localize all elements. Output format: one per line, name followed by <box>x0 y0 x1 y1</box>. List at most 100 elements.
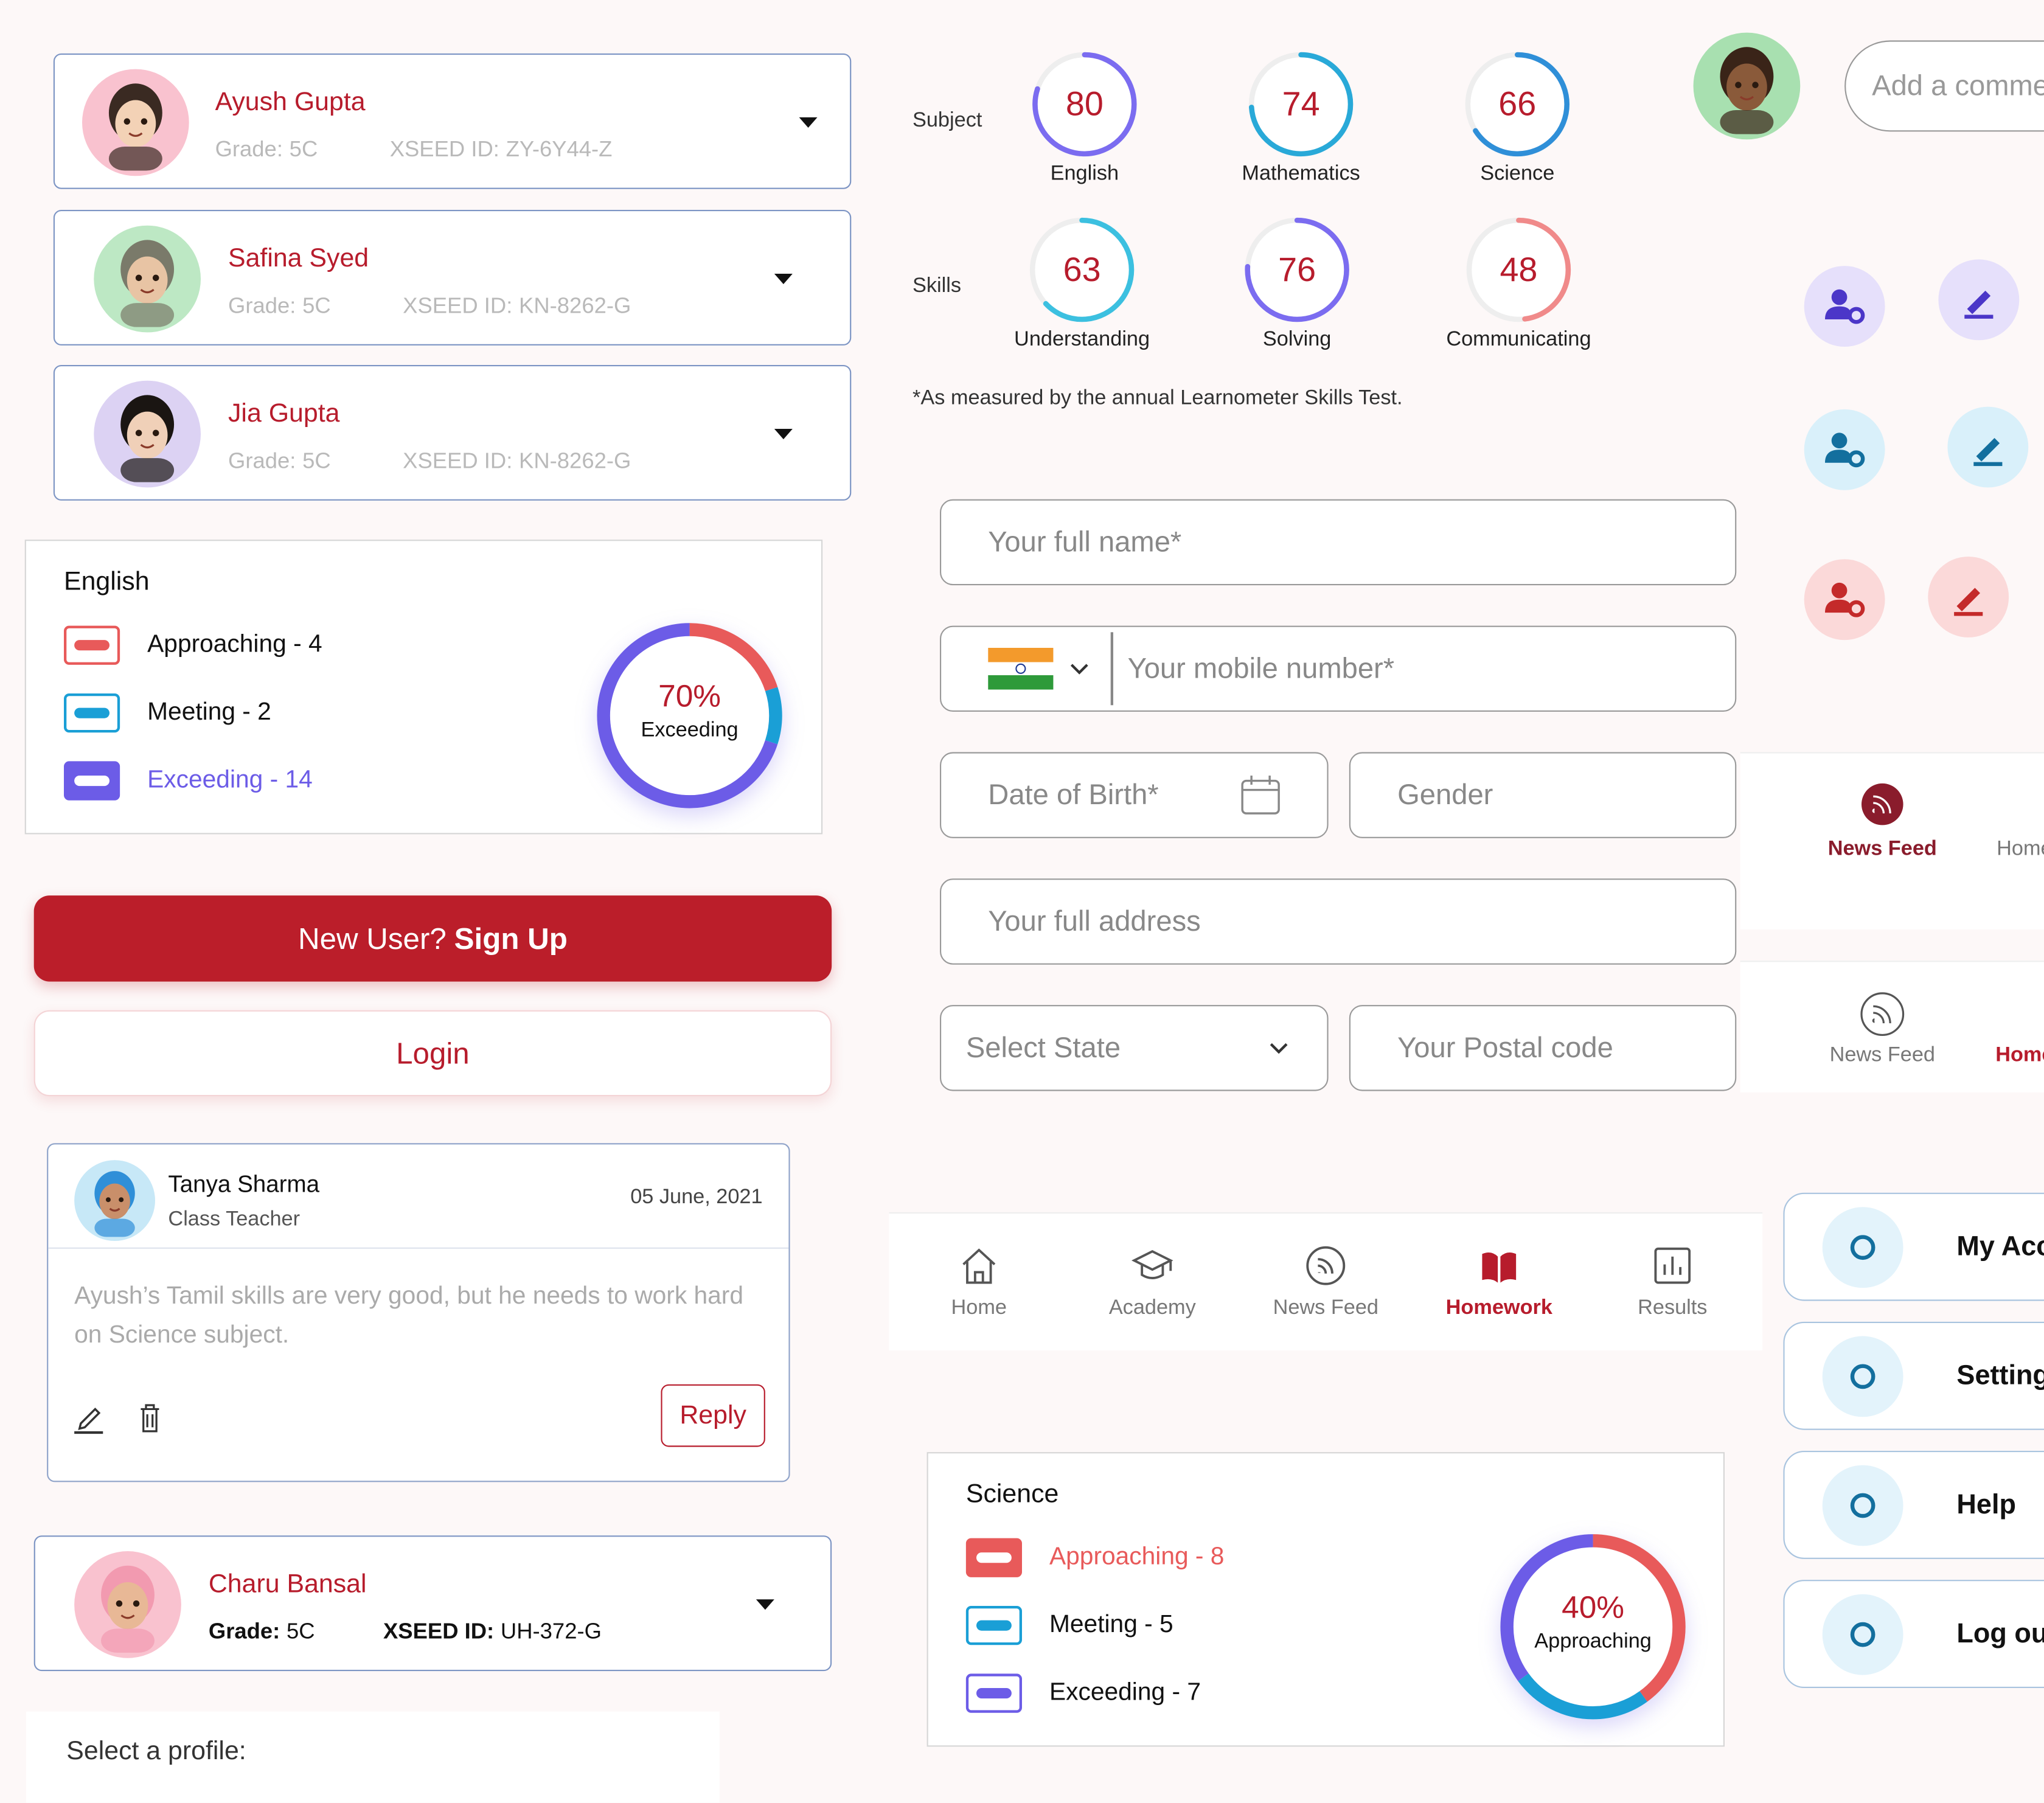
profile-card[interactable]: Charu Bansal Grade: 5C XSEED ID: UH-372-G <box>33 1535 832 1672</box>
tab-label[interactable]: News Feed <box>1827 838 1937 861</box>
tab-icon[interactable] <box>1860 992 1905 1037</box>
nav-label[interactable]: News Feed <box>1273 1297 1378 1319</box>
text-input[interactable]: Gender <box>1349 752 1737 838</box>
signup-button[interactable]: New User? Sign Up <box>33 895 832 982</box>
icon-part <box>1306 1246 1346 1285</box>
donut <box>597 623 782 808</box>
flag-chakra <box>1015 663 1026 674</box>
comment-role: Class Teacher <box>168 1208 301 1231</box>
text-input[interactable]: Select State <box>940 1005 1329 1091</box>
icon-part <box>1663 1256 1682 1275</box>
legend-label: Meeting - 5 <box>1049 1611 1173 1639</box>
score-ring <box>1248 52 1354 157</box>
text-input[interactable]: Your full name* <box>940 499 1737 586</box>
menu-item[interactable]: Log out <box>1783 1580 2044 1688</box>
nav-icon[interactable] <box>1653 1246 1692 1285</box>
id-label: XSEED ID: <box>383 1619 495 1644</box>
avatar-face <box>127 411 168 459</box>
score-name: Communicating <box>1446 328 1591 351</box>
calendar-icon[interactable] <box>1241 776 1280 815</box>
grade-label: Grade: <box>215 137 283 162</box>
icon-button[interactable] <box>1938 259 2020 341</box>
flag-band <box>988 675 1054 690</box>
tab-bar: News Feed Home <box>1740 752 2044 929</box>
grade: Grade: 5C <box>215 137 318 163</box>
edit-icon[interactable] <box>74 1403 103 1434</box>
icon-bg <box>1822 1207 1903 1288</box>
country-flag <box>988 648 1054 690</box>
caret-shape <box>774 429 793 440</box>
avatar-body <box>108 146 162 171</box>
tab-label[interactable]: Home <box>1997 838 2044 861</box>
icon-button[interactable] <box>1804 559 1885 641</box>
avatar <box>94 380 201 488</box>
nav-icon[interactable] <box>1306 1246 1346 1285</box>
section-label: Select a profile: <box>66 1737 246 1766</box>
grade-value: 5C <box>289 137 318 162</box>
nav-label[interactable]: Homework <box>1445 1297 1552 1319</box>
text-input[interactable]: Date of Birth* <box>940 752 1329 838</box>
profile-card[interactable]: Safina Syed Grade: 5C XSEED ID: KN-8262-G <box>53 210 852 346</box>
xseed-id: XSEED ID: ZY-6Y44-Z <box>390 137 613 163</box>
text-input[interactable]: Your mobile number* <box>940 625 1737 712</box>
menu-item[interactable]: Help <box>1783 1451 2044 1559</box>
donut-percent: 40% <box>1562 1590 1625 1626</box>
icon-part <box>1850 1493 1875 1518</box>
menu-icon <box>1822 1594 1903 1675</box>
profile-card[interactable]: Ayush Gupta Grade: 5C XSEED ID: ZY-6Y44-Z <box>53 53 852 189</box>
legend-bar <box>976 1688 1012 1699</box>
donut-hole <box>1513 1547 1673 1706</box>
donut-status: Approaching <box>1534 1630 1652 1653</box>
grade: Grade: 5C <box>228 293 331 319</box>
signup-action: Sign Up <box>454 920 568 955</box>
grade-value: 5C <box>302 448 331 473</box>
text-input[interactable]: Your Postal code <box>1349 1005 1737 1091</box>
placeholder: Your Postal code <box>1397 1031 1613 1064</box>
menu-item[interactable]: My Account <box>1783 1192 2044 1301</box>
legend-label: Exceeding - 7 <box>1049 1679 1201 1706</box>
avatar-body <box>1720 109 1774 134</box>
avatar <box>94 225 201 333</box>
menu-label: Settings <box>1956 1361 2044 1391</box>
chevron <box>1270 1043 1288 1054</box>
legend-label: Approaching - 4 <box>147 631 322 659</box>
icon-button[interactable] <box>1804 409 1885 490</box>
dropdown-caret <box>774 274 793 285</box>
id-label: XSEED ID: <box>403 293 513 318</box>
score-value: 66 <box>1498 84 1537 123</box>
menu-label: Help <box>1956 1490 2016 1520</box>
nav-label[interactable]: Academy <box>1108 1297 1196 1319</box>
dropdown-caret <box>799 117 818 128</box>
menu-item[interactable]: Settings <box>1783 1321 2044 1430</box>
profile-name: Charu Bansal <box>208 1570 367 1599</box>
icon-button[interactable] <box>1804 266 1885 347</box>
icon-part <box>1850 1622 1875 1647</box>
delete-icon[interactable] <box>139 1404 160 1433</box>
profile-name: Ayush Gupta <box>215 88 366 117</box>
nav-label[interactable]: Home <box>951 1297 1007 1319</box>
summary-card: English Approaching - 4 Meeting - 2 Exceedi… <box>24 540 823 835</box>
icon-part <box>1831 582 1848 599</box>
ring-arc <box>1032 52 1137 157</box>
nav-label[interactable]: Results <box>1638 1297 1708 1319</box>
dropdown-caret <box>756 1599 774 1610</box>
legend-label: Approaching - 8 <box>1049 1543 1225 1571</box>
tab-label[interactable]: Home <box>1995 1044 2044 1066</box>
placeholder: Date of Birth* <box>988 778 1159 811</box>
tab-label[interactable]: News Feed <box>1829 1044 1935 1066</box>
menu-label: Log out <box>1956 1619 2044 1649</box>
nav-icon[interactable] <box>1131 1246 1173 1285</box>
reply-button[interactable]: Reply <box>661 1384 765 1447</box>
profile-card[interactable]: Jia Gupta Grade: 5C XSEED ID: KN-8262-G <box>53 365 852 501</box>
login-button[interactable]: Login <box>33 1010 832 1097</box>
nav-icon[interactable] <box>959 1246 998 1285</box>
tab-icon[interactable] <box>1860 782 1905 827</box>
icon-part <box>1848 307 1865 324</box>
comment-input[interactable]: Add a comment <box>1844 40 2044 132</box>
text-input[interactable]: Your full address <box>940 878 1737 965</box>
donut-segment <box>597 623 782 808</box>
icon-button[interactable] <box>1928 557 2009 637</box>
icon-button[interactable] <box>1947 406 2029 488</box>
nav-icon[interactable] <box>1479 1246 1518 1285</box>
